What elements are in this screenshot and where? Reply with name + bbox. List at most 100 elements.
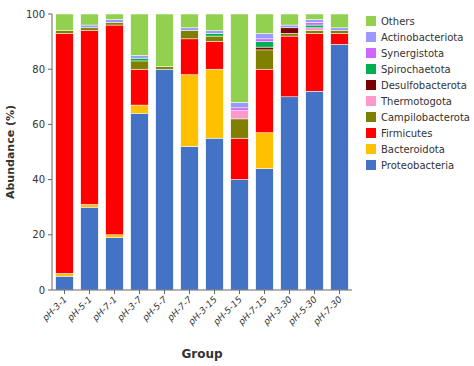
bar-segment xyxy=(181,31,199,39)
bar-segment xyxy=(206,42,224,70)
bar-segment xyxy=(206,14,224,31)
bar-segment xyxy=(256,47,274,50)
y-tick-label: 20 xyxy=(32,229,45,240)
legend-swatch xyxy=(366,80,376,90)
x-tick xyxy=(239,290,240,294)
legend-label: Spirochaetota xyxy=(381,64,451,75)
bar-segment xyxy=(256,33,274,39)
y-tick-label: 60 xyxy=(32,119,45,130)
bar-segment xyxy=(181,14,199,28)
bar-segment xyxy=(81,25,99,28)
bar-segment xyxy=(331,33,349,44)
bar-segment xyxy=(256,14,274,33)
bar-segment xyxy=(156,69,174,290)
bar-segment xyxy=(256,50,274,69)
bar-segment xyxy=(306,33,324,91)
x-axis-line xyxy=(52,290,352,291)
y-tick xyxy=(48,290,52,291)
bar-segment xyxy=(331,14,349,28)
legend-swatch xyxy=(366,160,376,170)
bar-segment xyxy=(131,14,149,55)
legend-swatch xyxy=(366,16,376,26)
chart: 020406080100pH-3-1pH-5-1pH-7-1pH-3-7pH-5… xyxy=(0,0,474,366)
bar-segment xyxy=(81,207,99,290)
y-tick-label: 0 xyxy=(39,285,45,296)
bar-segment xyxy=(131,55,149,58)
bar-segment xyxy=(206,69,224,138)
bar-segment xyxy=(231,14,249,102)
bar-segment xyxy=(331,31,349,34)
y-tick xyxy=(48,179,52,180)
bar-segment xyxy=(106,235,124,238)
bar-segment xyxy=(206,36,224,42)
legend-swatch xyxy=(366,48,376,58)
x-tick xyxy=(64,290,65,294)
bar-segment xyxy=(156,66,174,69)
bar-segment xyxy=(231,138,249,179)
bar-segment xyxy=(81,14,99,25)
y-tick xyxy=(48,14,52,15)
y-tick xyxy=(48,234,52,235)
bar-segment xyxy=(306,28,324,31)
x-tick-label: pH-7-30 xyxy=(311,294,345,328)
bar-segment xyxy=(331,28,349,31)
x-tick xyxy=(339,290,340,294)
x-tick xyxy=(139,290,140,294)
legend-label: Actinobacteriota xyxy=(381,32,463,43)
bar-segment xyxy=(106,20,124,23)
legend: Others Actinobacteriota Synergistota Spiroc… xyxy=(366,16,470,171)
bar-segment xyxy=(281,97,299,290)
bar-segment xyxy=(256,42,274,48)
y-axis-line xyxy=(52,14,53,290)
bar-segment xyxy=(306,31,324,34)
bar-segment xyxy=(181,146,199,290)
bars xyxy=(56,14,349,290)
bar-segment xyxy=(206,31,224,34)
legend-label: Campilobacterota xyxy=(381,112,470,123)
bar-segment xyxy=(56,14,74,31)
x-tick xyxy=(214,290,215,294)
legend-label: Synergistota xyxy=(381,48,444,59)
x-axis-label: Group xyxy=(181,347,223,361)
legend-label: Others xyxy=(381,16,415,27)
bar-segment xyxy=(281,33,299,36)
legend-swatch xyxy=(366,128,376,138)
legend-swatch xyxy=(366,64,376,74)
x-tick xyxy=(289,290,290,294)
bar-segment xyxy=(81,28,99,31)
bar-segment xyxy=(106,25,124,235)
bar-segment xyxy=(81,204,99,207)
bar-segment xyxy=(281,28,299,34)
bar-segment xyxy=(181,75,199,147)
x-tick xyxy=(314,290,315,294)
bar-segment xyxy=(156,14,174,66)
bar-segment xyxy=(256,169,274,290)
x-tick xyxy=(89,290,90,294)
bar-segment xyxy=(231,180,249,290)
bar-segment xyxy=(256,39,274,42)
x-tick-label: pH-3-7 xyxy=(115,294,144,323)
y-tick xyxy=(48,124,52,125)
bar-segment xyxy=(231,102,249,108)
bar-segment xyxy=(131,69,149,105)
x-tick-label: pH-5-1 xyxy=(65,294,94,323)
bar-segment xyxy=(56,273,74,276)
bar-segment xyxy=(206,33,224,36)
y-tick xyxy=(48,69,52,70)
legend-label: Desulfobacterota xyxy=(381,80,467,91)
legend-swatch xyxy=(366,144,376,154)
bar-segment xyxy=(281,14,299,25)
bar-segment xyxy=(56,31,74,34)
bar-segment xyxy=(181,28,199,31)
legend-label: Proteobacteria xyxy=(381,160,454,171)
x-tick-label: pH-3-1 xyxy=(40,294,69,323)
bar-segment xyxy=(231,119,249,138)
bar-segment xyxy=(281,36,299,97)
bar-segment xyxy=(306,25,324,28)
bar-segment xyxy=(131,113,149,290)
bar-segment xyxy=(131,105,149,113)
legend-label: Thermotogota xyxy=(380,96,452,107)
bar-segment xyxy=(106,14,124,20)
bar-segment xyxy=(56,276,74,290)
bar-segment xyxy=(56,33,74,273)
